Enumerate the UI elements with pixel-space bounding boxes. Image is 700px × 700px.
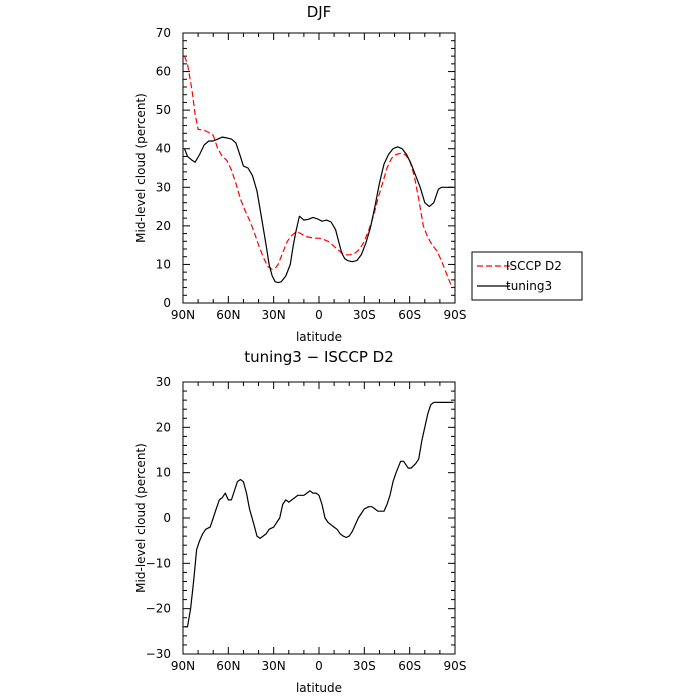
chart-title: tuning3 − ISCCP D2 bbox=[244, 348, 394, 366]
legend-entry: tuning3 bbox=[506, 279, 552, 293]
series-line-tuning3 bbox=[183, 136, 454, 284]
legend: ISCCP D2 tuning3 bbox=[471, 251, 583, 301]
legend-entry: ISCCP D2 bbox=[506, 259, 562, 273]
top-panel-djf: DJF 90N 60N 30N 0 30S 60S 90S 0 10 20 30 40 50 60 70 lat… bbox=[134, 3, 583, 344]
series-line-difference bbox=[184, 401, 454, 628]
y-tick-label: 0 bbox=[163, 296, 171, 310]
x-tick-label: 90S bbox=[444, 308, 467, 322]
y-tick-label: 0 bbox=[163, 511, 171, 525]
legend-box bbox=[471, 251, 583, 301]
x-axis-label: latitude bbox=[296, 330, 342, 344]
x-tick-label: 60N bbox=[216, 308, 240, 322]
x-tick-label: 30N bbox=[262, 308, 286, 322]
y-tick-label: 50 bbox=[156, 103, 171, 117]
y-tick-label: −10 bbox=[146, 556, 171, 570]
y-axis-label: Mid-level cloud (percent) bbox=[134, 443, 148, 593]
x-tick-label: 0 bbox=[315, 659, 323, 673]
y-tick-label: 20 bbox=[156, 219, 171, 233]
plot-frame bbox=[182, 32, 456, 304]
x-tick-label: 60S bbox=[398, 659, 421, 673]
series-line-isccp-d2 bbox=[183, 55, 454, 288]
y-tick-label: −30 bbox=[146, 647, 171, 661]
x-tick-label: 90N bbox=[171, 659, 195, 673]
chart-title: DJF bbox=[307, 3, 332, 21]
x-tick-label: 30S bbox=[353, 659, 376, 673]
y-tick-label: 10 bbox=[156, 466, 171, 480]
y-axis-label: Mid-level cloud (percent) bbox=[134, 93, 148, 243]
bottom-panel-difference: tuning3 − ISCCP D2 90N 60N 30N 0 30S 60S 90S −30… bbox=[134, 348, 466, 695]
x-tick-label: 0 bbox=[315, 308, 323, 322]
x-tick-label: 60S bbox=[398, 308, 421, 322]
y-tick-label: 40 bbox=[156, 142, 171, 156]
y-tick-label: 70 bbox=[156, 26, 171, 40]
y-tick-label: 30 bbox=[156, 375, 171, 389]
y-tick-label: 60 bbox=[156, 65, 171, 79]
x-tick-label: 30S bbox=[353, 308, 376, 322]
y-tick-label: 20 bbox=[156, 420, 171, 434]
plot-frame bbox=[182, 381, 456, 655]
x-tick-label: 90S bbox=[444, 659, 467, 673]
x-tick-label: 90N bbox=[171, 308, 195, 322]
y-tick-label: −20 bbox=[146, 602, 171, 616]
y-tick-label: 10 bbox=[156, 257, 171, 271]
x-tick-label: 60N bbox=[216, 659, 240, 673]
y-tick-label: 30 bbox=[156, 180, 171, 194]
x-axis-label: latitude bbox=[296, 681, 342, 695]
x-tick-label: 30N bbox=[262, 659, 286, 673]
